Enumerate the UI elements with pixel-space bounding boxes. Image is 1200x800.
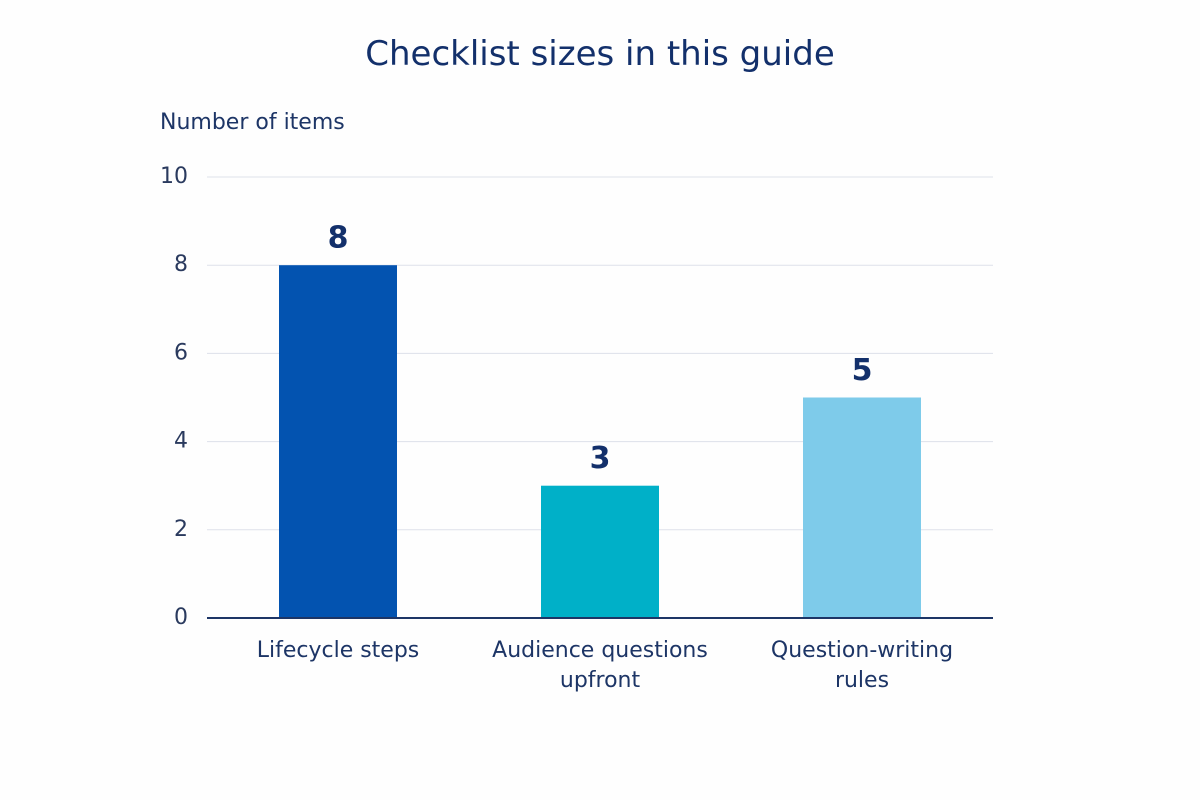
y-tick-label: 2 [174, 517, 188, 542]
y-axis-label: Number of items [160, 110, 345, 135]
x-tick-label: Audience questions upfront [492, 638, 708, 693]
y-tick-label: 0 [174, 605, 188, 630]
y-tick-label: 4 [174, 429, 188, 454]
data-label: 5 [852, 353, 873, 388]
x-tick-label: Lifecycle steps [256, 638, 420, 663]
bar [279, 265, 397, 618]
bar [541, 485, 659, 618]
y-tick-label: 8 [174, 252, 188, 277]
y-tick-label: 6 [174, 340, 188, 365]
bar [803, 397, 921, 618]
x-tick-label: Question-writing rules [770, 638, 954, 693]
chart-title: Checklist sizes in this guide [365, 34, 835, 74]
data-label: 8 [328, 221, 349, 256]
y-tick-label: 10 [160, 164, 188, 189]
data-label: 3 [590, 441, 611, 476]
